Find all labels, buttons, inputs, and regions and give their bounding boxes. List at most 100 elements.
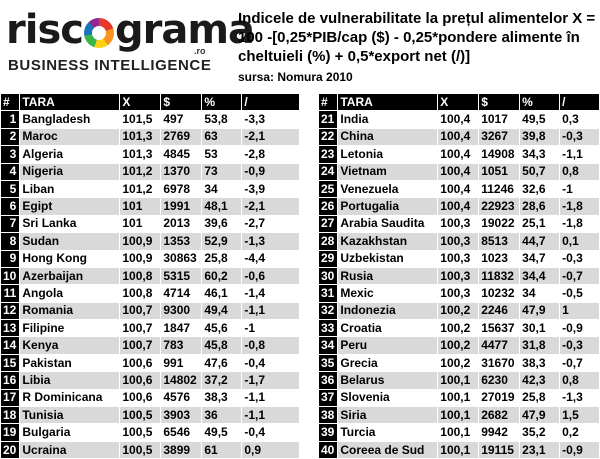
cell-gdp-per-capita: 497 [160, 110, 203, 129]
cell-country: Croatia [337, 319, 439, 338]
cell-gdp-per-capita: 2013 [160, 214, 203, 234]
table-row: 7 Sri Lanka 101 2013 39,6 -2,7 [0, 214, 301, 234]
cell-net-export: -1 [241, 319, 301, 338]
cell-rank: 33 [317, 319, 339, 338]
cell-gdp-per-capita: 19115 [478, 440, 521, 459]
cell-food-share: 47,9 [519, 301, 561, 321]
cell-food-share: 30,1 [519, 319, 561, 338]
table-row: 30 Rusia 100,3 11832 34,4 -0,7 [317, 266, 600, 286]
cell-x-index: 100,8 [119, 266, 162, 286]
cell-x-index: 100,5 [119, 406, 162, 425]
cell-country: Letonia [337, 145, 439, 164]
cell-rank: 5 [0, 179, 21, 199]
table-row: 9 Hong Kong 100,9 30863 25,8 -4,4 [0, 249, 301, 268]
logo: risc grama .ro BUSINESS INTELLIGENCE [4, 6, 255, 90]
cell-country: Hong Kong [19, 249, 121, 268]
cell-net-export: -4,4 [241, 249, 301, 268]
cell-gdp-per-capita: 6546 [160, 423, 203, 442]
cell-x-index: 100,3 [437, 249, 480, 268]
cell-food-share: 50,7 [519, 162, 561, 181]
logo-word-end: grama [114, 7, 255, 53]
table-row: 11 Angola 100,8 4714 46,1 -1,4 [0, 284, 301, 303]
cell-x-index: 100,6 [119, 371, 162, 390]
cell-net-export: 0,9 [241, 440, 301, 459]
cell-net-export: -2,1 [241, 127, 301, 147]
cell-food-share: 61 [201, 440, 243, 459]
cell-country: Liban [19, 179, 121, 199]
table-row: 32 Indonezia 100,2 2246 47,9 1 [317, 301, 600, 321]
cell-rank: 29 [317, 249, 339, 268]
cell-net-export: -0,9 [559, 319, 600, 338]
cell-food-share: 34,4 [519, 266, 561, 286]
cell-gdp-per-capita: 22923 [478, 197, 521, 216]
cell-x-index: 100,4 [437, 162, 480, 181]
cell-net-export: 0,8 [559, 371, 600, 390]
cell-gdp-per-capita: 6230 [478, 371, 521, 390]
cell-rank: 37 [317, 388, 339, 408]
cell-x-index: 100,4 [437, 127, 480, 147]
cell-food-share: 47,9 [519, 406, 561, 425]
cell-gdp-per-capita: 1353 [160, 232, 203, 251]
cell-x-index: 100,4 [437, 179, 480, 199]
cell-rank: 30 [317, 266, 339, 286]
cell-x-index: 100,1 [437, 440, 480, 459]
cell-net-export: 1 [559, 301, 600, 321]
cell-x-index: 100,3 [437, 284, 480, 303]
cell-food-share: 25,8 [201, 249, 243, 268]
cell-net-export: -3,9 [241, 179, 301, 199]
cell-country: Arabia Saudita [337, 214, 439, 234]
cell-x-index: 101,2 [119, 179, 162, 199]
cell-net-export: -1,1 [241, 388, 301, 408]
table-row: 1 Bangladesh 101,5 497 53,8 -3,3 [0, 110, 301, 129]
cell-food-share: 49,4 [201, 301, 243, 321]
cell-rank: 8 [0, 232, 21, 251]
cell-gdp-per-capita: 11832 [478, 266, 521, 286]
left-table-header: # TARA X $% / [0, 92, 301, 112]
cell-x-index: 100,9 [119, 232, 162, 251]
table-row: 34 Peru 100,2 4477 31,8 -0,3 [317, 336, 600, 355]
cell-x-index: 100,3 [437, 214, 480, 234]
cell-x-index: 101,2 [119, 162, 162, 181]
cell-x-index: 100,5 [119, 423, 162, 442]
table-row: 36 Belarus 100,1 6230 42,3 0,8 [317, 371, 600, 390]
cell-net-export: -0,3 [559, 127, 600, 147]
cell-food-share: 32,6 [519, 179, 561, 199]
cell-gdp-per-capita: 27019 [478, 388, 521, 408]
cell-food-share: 28,6 [519, 197, 561, 216]
table-row: 39 Turcia 100,1 9942 35,2 0,2 [317, 423, 600, 442]
cell-net-export: -2,8 [241, 145, 301, 164]
cell-gdp-per-capita: 3903 [160, 406, 203, 425]
cell-net-export: -0,7 [559, 353, 600, 373]
header-x-index: X [119, 92, 162, 112]
cell-rank: 10 [0, 266, 21, 286]
cell-food-share: 60,2 [201, 266, 243, 286]
cell-net-export: -1,1 [241, 406, 301, 425]
cell-x-index: 100,6 [119, 388, 162, 408]
cell-food-share: 53 [201, 145, 243, 164]
cell-gdp-per-capita: 5315 [160, 266, 203, 286]
cell-country: Filipine [19, 319, 121, 338]
cell-x-index: 101,5 [119, 110, 162, 129]
cell-food-share: 34,3 [519, 145, 561, 164]
cell-gdp-per-capita: 1023 [478, 249, 521, 268]
cell-gdp-per-capita: 2769 [160, 127, 203, 147]
cell-rank: 24 [317, 162, 339, 181]
cell-x-index: 100,1 [437, 388, 480, 408]
cell-country: Uzbekistan [337, 249, 439, 268]
cell-country: R Dominicana [19, 388, 121, 408]
table-row: 17 R Dominicana 100,6 4576 38,3 -1,1 [0, 388, 301, 408]
cell-gdp-per-capita: 15637 [478, 319, 521, 338]
cell-gdp-per-capita: 991 [160, 353, 203, 373]
cell-net-export: -0,9 [241, 162, 301, 181]
cell-rank: 35 [317, 353, 339, 373]
cell-food-share: 25,1 [519, 214, 561, 234]
cell-x-index: 100,2 [437, 336, 480, 355]
cell-food-share: 39,8 [519, 127, 561, 147]
cell-gdp-per-capita: 14908 [478, 145, 521, 164]
cell-net-export: 0,8 [559, 162, 600, 181]
cell-rank: 17 [0, 388, 21, 408]
table-row: 35 Grecia 100,2 31670 38,3 -0,7 [317, 353, 600, 373]
cell-net-export: -1,8 [559, 214, 600, 234]
cell-net-export: 1,5 [559, 406, 600, 425]
cell-food-share: 63 [201, 127, 243, 147]
